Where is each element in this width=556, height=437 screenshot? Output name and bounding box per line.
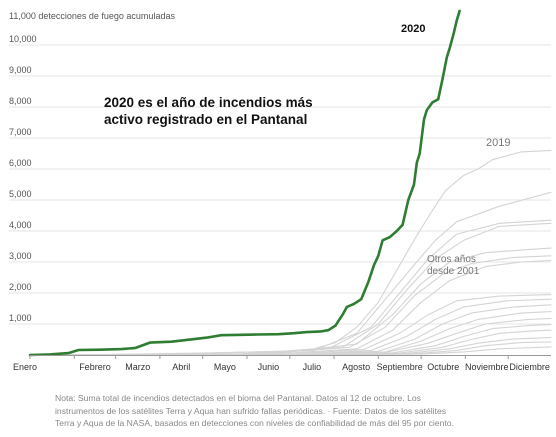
series-line-other — [29, 298, 552, 356]
y-tick-label: 10,000 — [9, 34, 37, 44]
x-tick-label: Octubre — [427, 362, 459, 372]
x-tick-label: Enero — [13, 362, 37, 372]
label-otros-line2: desde 2001 — [427, 266, 480, 277]
series-line-other — [29, 294, 552, 356]
series-line-other — [29, 191, 552, 356]
x-tick-label: Julio — [303, 362, 322, 372]
label-otros-line1: Otros años — [427, 254, 476, 265]
series-line-other — [29, 219, 552, 356]
headline-line2: activo registrado en el Pantanal — [104, 112, 307, 127]
y-tick-label: 2,000 — [9, 282, 32, 292]
y-tick-label: 9,000 — [9, 65, 32, 75]
note-line3: Terra y Aqua de la NASA, basados en dete… — [55, 418, 454, 428]
y-tick-label: 8,000 — [9, 96, 32, 106]
x-tick-label: Diciembre — [509, 362, 550, 372]
label-2020: 2020 — [401, 23, 425, 35]
y-tick-label: 3,000 — [9, 251, 32, 261]
source-note: Nota: Suma total de incendios detectados… — [55, 392, 525, 430]
y-tick-label: 4,000 — [9, 220, 32, 230]
gridlines: 1,000 2,000 3,000 4,000 5,000 6,000 7,000 8,000… — [9, 34, 551, 325]
y-tick-label: 5,000 — [9, 189, 32, 199]
y-tick-label: 6,000 — [9, 158, 32, 168]
series-line-other — [29, 255, 552, 356]
series-line-2020 — [28, 9, 461, 357]
x-tick-label: Marzo — [125, 362, 150, 372]
highlight-lines — [28, 9, 461, 357]
x-tick-label: Septiembre — [377, 362, 423, 372]
x-tick-label: Febrero — [79, 362, 111, 372]
note-line1: Nota: Suma total de incendios detectados… — [55, 393, 421, 403]
y-axis-title: 11,000 detecciones de fuego acumuladas — [9, 11, 175, 21]
axis: Enero Febrero Marzo Abril Mayo Junio Julio Agos… — [13, 355, 551, 372]
headline-line1: 2020 es el año de incendios más — [104, 95, 313, 110]
note-line2: instrumentos de los satélites Terra y Aq… — [55, 405, 447, 416]
series-line-other — [29, 346, 552, 356]
series-line-other — [29, 222, 552, 356]
x-tick-label: Abril — [172, 362, 190, 372]
other-years-lines — [29, 149, 552, 356]
x-tick-label: Agosto — [342, 362, 370, 372]
x-tick-label: Noviembre — [465, 362, 509, 372]
x-tick-label: Mayo — [214, 362, 236, 372]
x-tick-label: Junio — [258, 362, 280, 372]
y-tick-label: 7,000 — [9, 127, 32, 137]
series-line-other — [29, 259, 552, 356]
y-tick-label: 1,000 — [9, 313, 32, 323]
label-2019: 2019 — [486, 137, 510, 149]
